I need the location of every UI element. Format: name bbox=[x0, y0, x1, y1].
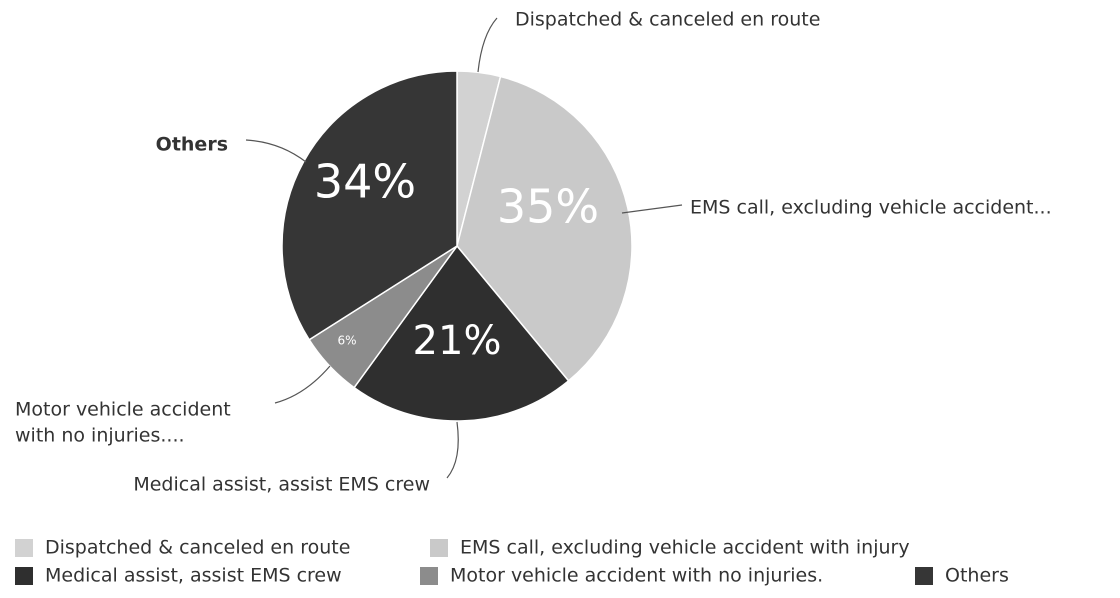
legend-label: Dispatched & canceled en route bbox=[45, 537, 350, 559]
legend-label: Others bbox=[945, 565, 1009, 587]
legend-swatch bbox=[915, 567, 933, 585]
data-label: 6% bbox=[337, 334, 356, 348]
callout-label: Motor vehicle accident bbox=[15, 399, 231, 421]
legend-swatch bbox=[15, 567, 33, 585]
data-label: 21% bbox=[413, 318, 502, 364]
callout-line bbox=[245, 139, 307, 163]
data-label: 34% bbox=[314, 155, 416, 209]
callout-line bbox=[477, 17, 498, 73]
legend-swatch bbox=[430, 539, 448, 557]
callout-label: Dispatched & canceled en route bbox=[515, 9, 820, 31]
legend-label: EMS call, excluding vehicle accident wit… bbox=[460, 537, 910, 559]
legend-label: Motor vehicle accident with no injuries. bbox=[450, 565, 823, 587]
pie-slice bbox=[456, 75, 633, 382]
legend-label: Medical assist, assist EMS crew bbox=[45, 565, 342, 587]
legend-swatch bbox=[15, 539, 33, 557]
pie-slice bbox=[353, 244, 570, 422]
callout-line bbox=[446, 421, 459, 479]
legend-swatch bbox=[420, 567, 438, 585]
callout-label: Medical assist, assist EMS crew bbox=[133, 474, 430, 496]
pie-slice bbox=[281, 70, 458, 341]
callout-label: EMS call, excluding vehicle accident... bbox=[690, 197, 1052, 219]
callout-line bbox=[621, 204, 683, 214]
callout-label: with no injuries.... bbox=[15, 425, 185, 447]
callout-label: Others bbox=[156, 134, 228, 156]
data-label: 35% bbox=[497, 180, 599, 234]
callout-line bbox=[274, 365, 331, 404]
